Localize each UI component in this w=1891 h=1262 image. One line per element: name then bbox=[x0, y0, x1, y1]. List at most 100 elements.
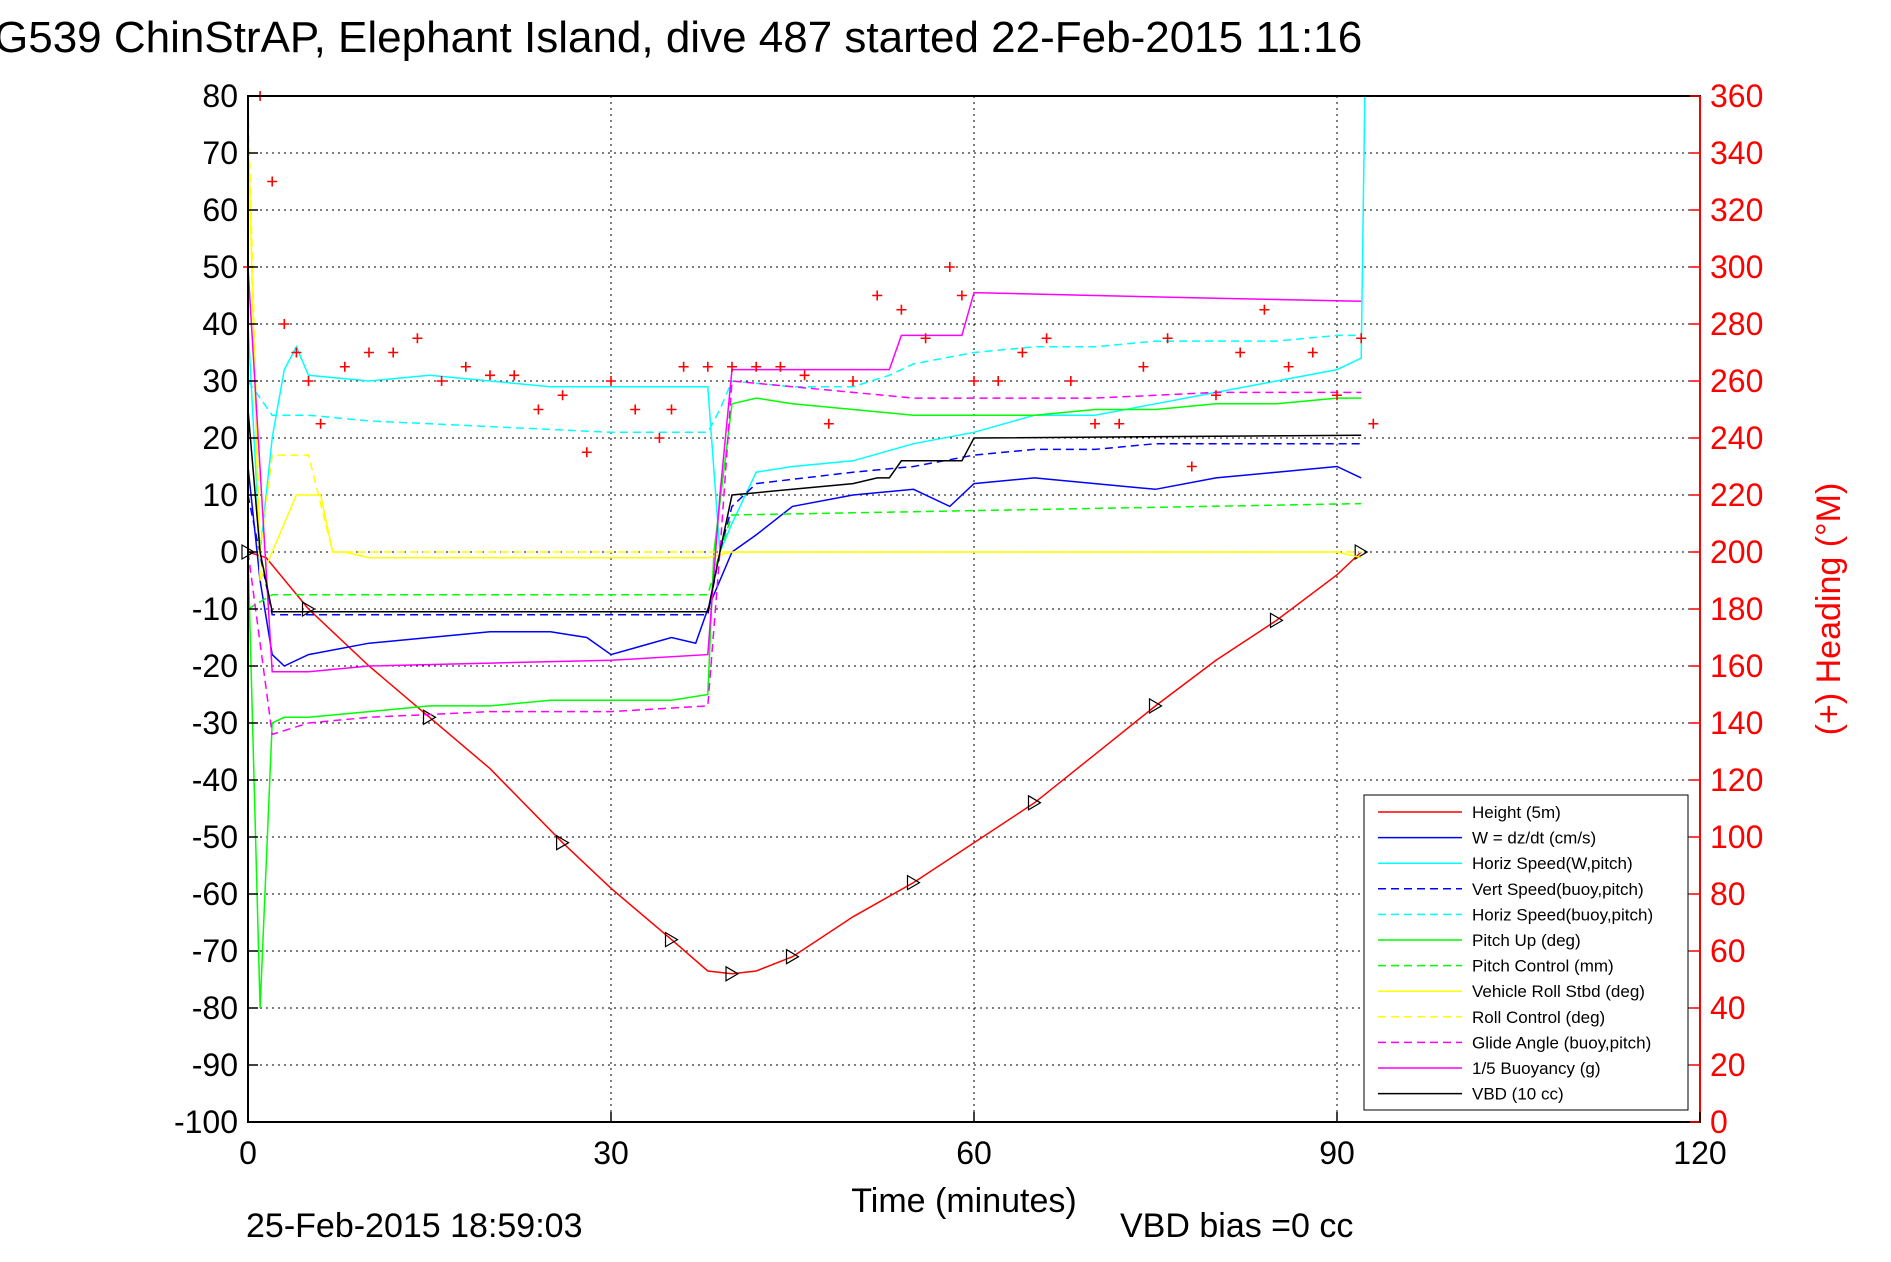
heading-point bbox=[267, 176, 278, 187]
left-tick-label: -20 bbox=[192, 648, 238, 684]
x-tick-label: 90 bbox=[1319, 1135, 1355, 1171]
series-layer bbox=[241, 91, 1379, 1009]
legend-label-1-5-buoyancy-g: 1/5 Buoyancy (g) bbox=[1472, 1059, 1601, 1078]
heading-point bbox=[727, 361, 737, 372]
heading-point bbox=[1186, 461, 1197, 472]
legend-label-pitch-control-mm: Pitch Control (mm) bbox=[1472, 957, 1614, 976]
x-axis-label: Time (minutes) bbox=[851, 1182, 1076, 1220]
left-tick-label: 20 bbox=[202, 420, 238, 456]
x-tick-label: 120 bbox=[1673, 1135, 1726, 1171]
height-markers bbox=[241, 543, 1369, 982]
series-pitch-control-mm bbox=[247, 502, 1362, 610]
heading-point bbox=[1259, 304, 1270, 315]
right-tick-label: 180 bbox=[1710, 591, 1763, 627]
left-axis-ticks: 80 70 60 50 40 30 20 10 0 -10 -20 -30 -40 -50 -60 -70 -8… bbox=[174, 78, 258, 1140]
height-marker bbox=[1027, 794, 1042, 811]
heading-point bbox=[1114, 418, 1125, 429]
height-marker bbox=[664, 931, 679, 948]
left-tick-label: -10 bbox=[192, 591, 238, 627]
left-tick-label: 60 bbox=[202, 192, 238, 228]
height-marker bbox=[725, 965, 740, 982]
right-tick-label: 60 bbox=[1710, 933, 1746, 969]
heading-point bbox=[1065, 376, 1076, 386]
heading-point bbox=[279, 319, 290, 329]
series-w-dz-dt-cm-s bbox=[247, 465, 1362, 667]
right-tick-label: 220 bbox=[1710, 477, 1763, 513]
left-tick-label: 50 bbox=[202, 249, 238, 285]
heading-point bbox=[509, 370, 520, 381]
series-vehicle-roll-stbd-deg bbox=[247, 124, 1362, 581]
right-tick-label: 100 bbox=[1710, 819, 1763, 855]
series-1-5-buoyancy-g bbox=[247, 266, 1362, 673]
heading-point bbox=[485, 370, 495, 381]
right-tick-label: 140 bbox=[1710, 705, 1763, 741]
heading-point bbox=[412, 333, 423, 344]
height-marker bbox=[556, 834, 570, 851]
right-tick-label: 200 bbox=[1710, 534, 1763, 570]
heading-point bbox=[303, 376, 314, 386]
right-axis-ticks: 3603403203002802602402202001801601401201… bbox=[1690, 78, 1763, 1140]
left-tick-label: 10 bbox=[202, 477, 238, 513]
heading-point bbox=[1283, 361, 1294, 372]
heading-point bbox=[606, 376, 616, 386]
heading-point bbox=[1332, 390, 1342, 401]
series-vbd-10-cc bbox=[247, 409, 1362, 613]
heading-point bbox=[666, 404, 677, 415]
heading-point bbox=[1090, 418, 1100, 429]
heading-point bbox=[436, 376, 447, 386]
left-tick-label: -80 bbox=[192, 990, 238, 1026]
legend-label-horiz-speed-w-pitch: Horiz Speed(W,pitch) bbox=[1472, 854, 1633, 873]
heading-point bbox=[581, 447, 592, 458]
heading-point bbox=[1235, 347, 1246, 358]
right-tick-label: 340 bbox=[1710, 135, 1763, 171]
heading-point bbox=[1356, 333, 1367, 344]
right-tick-label: 240 bbox=[1710, 420, 1763, 456]
chart-title: G539 ChinStrAP, Elephant Island, dive 48… bbox=[0, 13, 1362, 62]
heading-point bbox=[678, 361, 689, 372]
series-pitch-up-deg bbox=[247, 397, 1362, 1009]
right-axis-label: (+) Heading (°M) bbox=[1810, 483, 1848, 736]
legend-label-glide-angle-buoy-pitch: Glide Angle (buoy,pitch) bbox=[1472, 1033, 1651, 1052]
heading-point bbox=[956, 290, 967, 301]
heading-point bbox=[848, 376, 858, 386]
legend-label-roll-control-deg: Roll Control (deg) bbox=[1472, 1008, 1605, 1027]
x-tick-label: 60 bbox=[956, 1135, 992, 1171]
right-tick-label: 320 bbox=[1710, 192, 1763, 228]
left-tick-label: 70 bbox=[202, 135, 238, 171]
heading-point bbox=[364, 347, 374, 358]
series-roll-control-deg bbox=[247, 95, 1362, 553]
legend-label-vbd-10-cc: VBD (10 cc) bbox=[1472, 1085, 1564, 1104]
right-tick-label: 20 bbox=[1710, 1047, 1746, 1083]
heading-point bbox=[557, 390, 568, 401]
right-tick-label: 260 bbox=[1710, 363, 1763, 399]
heading-point bbox=[969, 376, 979, 386]
heading-point bbox=[1138, 361, 1149, 372]
left-tick-label: -40 bbox=[192, 762, 238, 798]
vbd-bias-label: VBD bias =0 cc bbox=[1120, 1207, 1353, 1245]
height-marker bbox=[1269, 612, 1284, 629]
left-tick-label: -100 bbox=[174, 1104, 238, 1140]
left-tick-label: 40 bbox=[202, 306, 238, 342]
heading-point bbox=[1307, 347, 1318, 358]
right-tick-label: 40 bbox=[1710, 990, 1746, 1026]
left-tick-label: -30 bbox=[192, 705, 238, 741]
left-tick-label: 0 bbox=[220, 534, 238, 570]
heading-point bbox=[291, 347, 302, 358]
heading-point bbox=[944, 262, 955, 272]
x-axis-ticks: 0 30 60 90 120 bbox=[239, 1112, 1727, 1171]
left-tick-label: -90 bbox=[192, 1047, 238, 1083]
left-tick-label: 80 bbox=[202, 78, 238, 114]
series-glide-angle-buoy-pitch bbox=[247, 380, 1362, 736]
series-horiz-speed-w-pitch bbox=[247, 95, 1366, 553]
right-tick-label: 360 bbox=[1710, 78, 1763, 114]
heading-point bbox=[702, 361, 713, 372]
heading-point bbox=[533, 404, 544, 415]
series-vert-speed-buoy-pitch bbox=[247, 442, 1362, 616]
height-marker bbox=[1148, 697, 1163, 714]
legend-label-pitch-up-deg: Pitch Up (deg) bbox=[1472, 931, 1581, 950]
heading-point bbox=[1041, 333, 1052, 344]
legend-label-w-dz-dt-cm-s: W = dz/dt (cm/s) bbox=[1472, 829, 1596, 848]
x-tick-label: 30 bbox=[593, 1135, 629, 1171]
heading-point bbox=[993, 376, 1004, 386]
